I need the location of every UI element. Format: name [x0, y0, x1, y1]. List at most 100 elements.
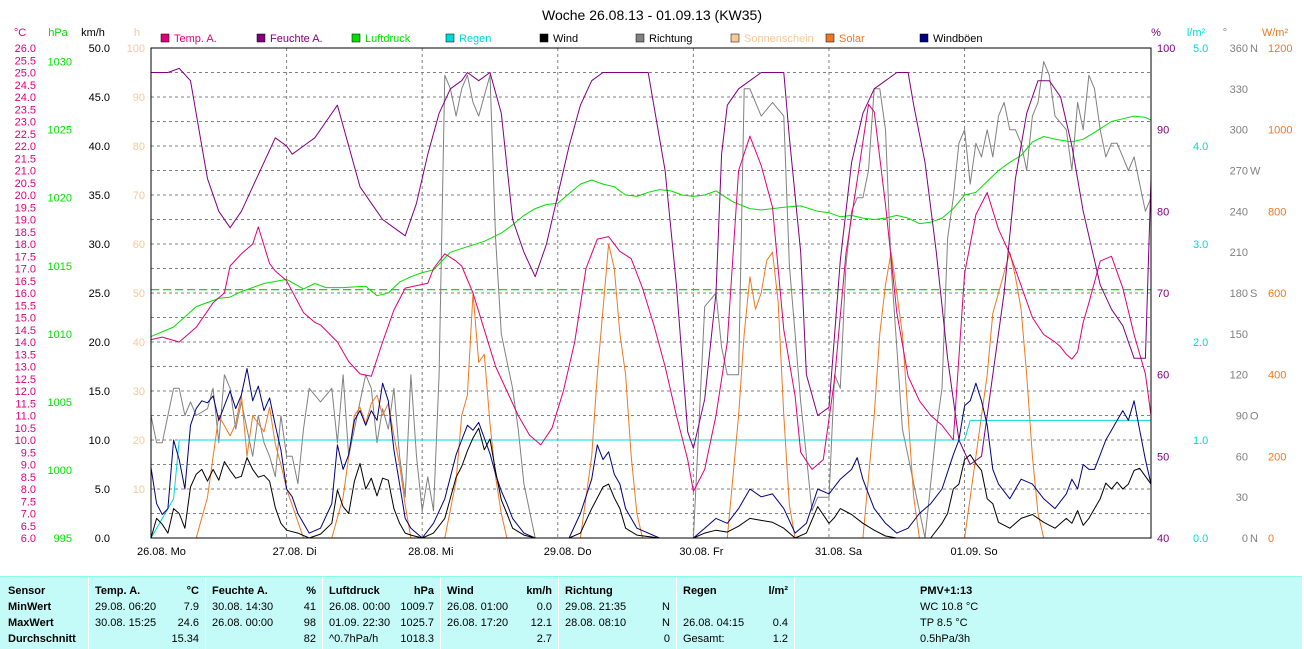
tick-label-temp: 26.0: [15, 43, 36, 55]
stats-regen-max-value: 0.4: [772, 617, 788, 629]
tick-label-solar: 400: [1268, 370, 1286, 382]
stats-regen-col: Regen l/m² 26.08. 04:15 0.4 Gesamt: 1.2: [677, 577, 794, 649]
tick-label-hours: 20: [133, 435, 145, 447]
series-line-windböen: [150, 368, 1152, 539]
legend-label: Windböen: [933, 33, 983, 45]
tick-label-rain: 3.0: [1193, 239, 1208, 251]
stats-regen-total-label: Gesamt:: [683, 633, 725, 645]
tick-label-solar: 0: [1268, 533, 1274, 545]
tick-label-temp: 8.0: [21, 484, 36, 496]
axis-unit-headers: °C hPa km/h h% l/m² ° W/m²: [14, 27, 1289, 39]
stats-temp-min-time: 29.08. 06:20: [95, 601, 157, 613]
stats-luftdruck-min-value: 1009.7: [400, 601, 434, 613]
legend-label: Solar: [839, 33, 865, 45]
legend-swatch: [256, 33, 266, 43]
tick-label-temp: 23.5: [15, 104, 36, 116]
tick-label-temp: 24.5: [15, 80, 36, 92]
tick-label-temp: 20.0: [15, 190, 36, 202]
tick-label-temp: 21.5: [15, 153, 36, 165]
legend-label: Regen: [459, 33, 491, 45]
tick-label-solar: 1000: [1268, 125, 1292, 137]
series-line-richtung: [150, 61, 1152, 539]
tick-label-direction: 210: [1230, 247, 1248, 259]
stats-luftdruck-unit: hPa: [413, 585, 434, 597]
stats-richtung-min-value: N: [662, 601, 670, 613]
stats-pmv-header: PMV+1:13: [920, 585, 973, 597]
tick-label-kmh: 0.0: [95, 533, 110, 545]
tick-label-temp: 10.5: [15, 423, 36, 435]
tick-label-temp: 23.0: [15, 117, 36, 129]
stats-richtung-header: Richtung: [565, 585, 613, 597]
tick-label-temp: 21.0: [15, 166, 36, 178]
tick-label-percent: 90: [1157, 125, 1169, 137]
stats-regen-unit: l/m²: [768, 585, 788, 597]
stats-wind-max-value: 12.1: [530, 617, 552, 629]
tick-label-kmh: 20.0: [89, 337, 110, 349]
tick-label-kmh: 5.0: [95, 484, 110, 496]
stats-wind-col: Wind km/h 26.08. 01:00 0.0 26.08. 17:20 …: [441, 577, 558, 649]
tick-label-hours: 50: [133, 288, 145, 300]
tick-label-solar: 800: [1268, 206, 1286, 218]
legend-label: Sonnenschein: [744, 33, 814, 45]
tick-label-temp: 22.5: [15, 129, 36, 141]
axis-unit-header: W/m²: [1262, 27, 1289, 39]
tick-label-temp: 19.5: [15, 202, 36, 214]
stats-richtung-max-time: 28.08. 08:10: [565, 617, 627, 629]
tick-label-kmh: 25.0: [89, 288, 110, 300]
stats-richtung-min-time: 29.08. 21:35: [565, 601, 627, 613]
legend-swatch: [351, 33, 361, 43]
tick-label-direction: 300: [1230, 125, 1248, 137]
tick-label-kmh: 35.0: [89, 190, 110, 202]
stats-temp-col: Temp. A. °C 29.08. 06:20 7.9 30.08. 15:2…: [89, 577, 205, 649]
tick-label-direction: 240: [1230, 206, 1248, 218]
tick-label-temp: 15.5: [15, 300, 36, 312]
legend-swatch: [539, 33, 549, 43]
tick-label-rain: 0.0: [1193, 533, 1208, 545]
tick-label-temp: 18.5: [15, 227, 36, 239]
tick-label-temp: 8.5: [21, 472, 36, 484]
legend-swatch: [730, 33, 740, 43]
tick-label-hpa: 995: [54, 533, 72, 545]
stats-separator: [794, 577, 795, 649]
stats-regen-max-time: 26.08. 04:15: [683, 617, 745, 629]
tick-label-direction: 0: [1242, 533, 1248, 545]
stats-feuchte-min-value: 41: [303, 601, 316, 613]
tick-label-temp: 14.0: [15, 337, 36, 349]
stats-luftdruck-col: Luftdruck hPa 26.08. 00:00 1009.7 01.09.…: [323, 577, 440, 649]
statistics-panel: Sensor MinWert MaxWert Durchschnitt Temp…: [0, 576, 1302, 649]
tick-label-direction: 330: [1230, 84, 1248, 96]
stats-wind-min-value: 0.0: [536, 601, 552, 613]
tick-label-compass: N: [1250, 43, 1258, 55]
tick-label-temp: 9.0: [21, 460, 36, 472]
legend-label: Temp. A.: [174, 33, 217, 45]
stats-pmv-dewpoint: TP 8.5 °C: [920, 617, 968, 629]
tick-label-direction: 360: [1230, 43, 1248, 55]
stats-luftdruck-min-time: 26.08. 00:00: [329, 601, 391, 613]
tick-label-direction: 180: [1230, 288, 1248, 300]
stats-row-label-avg: Durchschnitt: [8, 633, 76, 645]
x-tick-day-label: 31.08. Sa: [815, 546, 863, 558]
tick-label-temp: 18.0: [15, 239, 36, 251]
stats-wind-min-time: 26.08. 01:00: [447, 601, 509, 613]
legend-swatch: [635, 33, 645, 43]
tick-label-rain: 2.0: [1193, 337, 1208, 349]
series-line-temp-a: [150, 103, 1152, 492]
stats-temp-avg-value: 15.34: [171, 633, 199, 645]
tick-label-hours: 100: [127, 43, 145, 55]
tick-label-temp: 16.5: [15, 276, 36, 288]
tick-label-rain: 5.0: [1193, 43, 1208, 55]
tick-label-percent: 80: [1157, 206, 1169, 218]
tick-label-hours: 40: [133, 337, 145, 349]
stats-richtung-max-value: N: [662, 617, 670, 629]
stats-richtung-avg-value: 0: [663, 633, 670, 645]
stats-feuchte-col: Feuchte A. % 30.08. 14:30 41 26.08. 00:0…: [206, 577, 322, 649]
legend-swatch: [160, 33, 170, 43]
tick-label-temp: 6.5: [21, 521, 36, 533]
tick-label-direction: 60: [1236, 451, 1248, 463]
tick-label-kmh: 45.0: [89, 92, 110, 104]
tick-label-hours: 60: [133, 239, 145, 251]
plot-frame: [150, 47, 1152, 539]
tick-label-temp: 10.0: [15, 435, 36, 447]
plot-grid: [151, 48, 1151, 538]
tick-label-percent: 40: [1157, 533, 1169, 545]
